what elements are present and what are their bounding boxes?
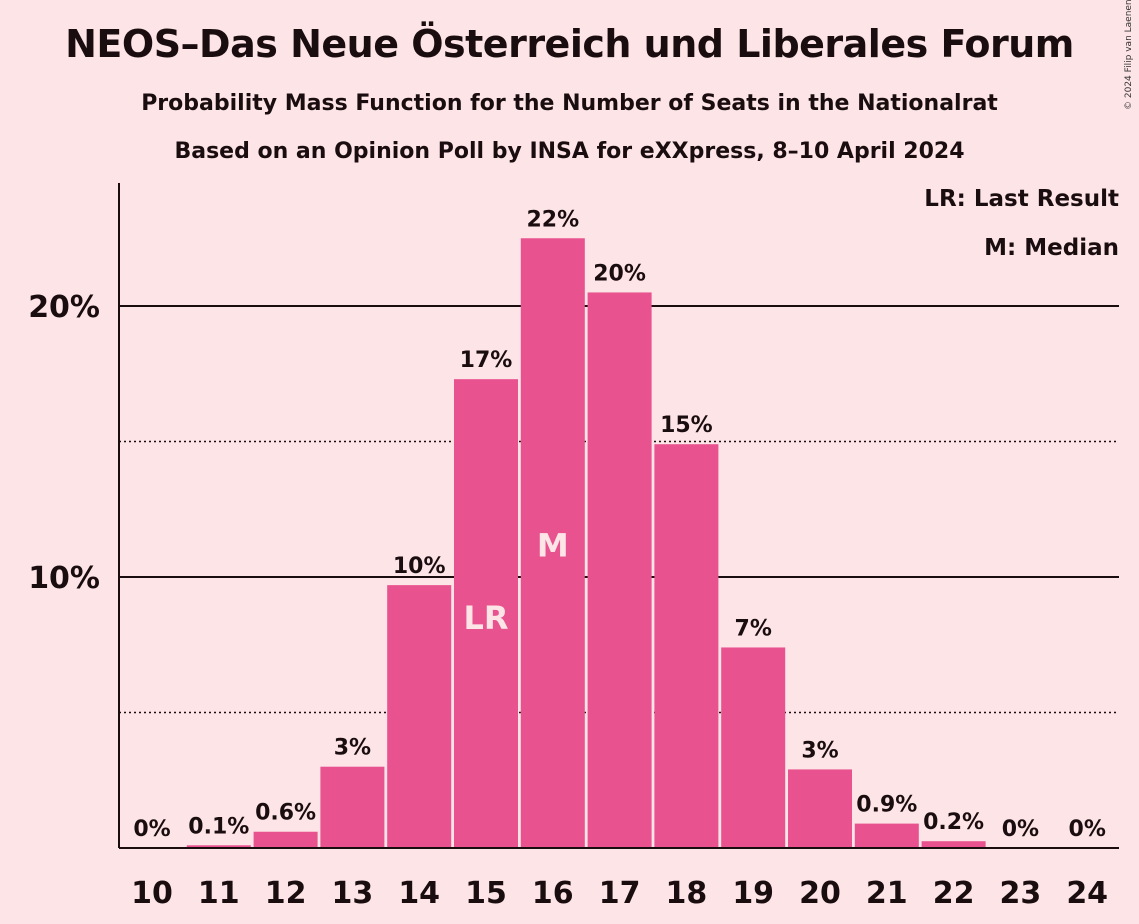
bar-value-label: 0.9% <box>856 793 917 818</box>
x-tick-label: 23 <box>1000 876 1042 911</box>
bar <box>721 647 786 848</box>
x-tick-label: 16 <box>532 876 574 911</box>
bar-value-label: 15% <box>660 413 713 438</box>
bar-value-label: 22% <box>526 207 579 232</box>
y-tick-label: 20% <box>28 290 100 325</box>
x-tick-label: 18 <box>666 876 708 911</box>
bar <box>788 769 852 848</box>
x-tick-label: 20 <box>799 876 841 911</box>
x-tick-label: 13 <box>332 876 374 911</box>
bar <box>186 845 251 848</box>
bar-value-label: 10% <box>393 554 446 579</box>
bar <box>387 585 452 848</box>
bar-marker-m: M <box>537 526 569 564</box>
bar-value-label: 20% <box>593 261 646 286</box>
bar <box>921 841 986 848</box>
x-tick-label: 10 <box>131 876 173 911</box>
bar-value-label: 0.6% <box>255 801 316 826</box>
bar <box>654 444 719 848</box>
bar-value-label: 0% <box>133 817 170 842</box>
bar-value-label: 0.2% <box>923 810 984 835</box>
bar <box>587 292 652 848</box>
bar <box>520 238 585 848</box>
bar-marker-lr: LR <box>463 599 508 637</box>
x-tick-label: 21 <box>866 876 908 911</box>
x-tick-label: 22 <box>933 876 975 911</box>
bar <box>854 823 919 848</box>
y-tick-label: 10% <box>28 561 100 596</box>
x-tick-label: 19 <box>732 876 774 911</box>
x-tick-label: 14 <box>398 876 440 911</box>
chart-title: NEOS–Das Neue Österreich und Liberales F… <box>65 22 1074 66</box>
bar-value-label: 7% <box>735 616 772 641</box>
x-tick-label: 17 <box>599 876 641 911</box>
x-tick-label: 11 <box>198 876 240 911</box>
bar <box>320 766 385 848</box>
legend-median: M: Median <box>984 235 1119 261</box>
bar-value-label: 0% <box>1069 817 1106 842</box>
bar <box>454 379 518 848</box>
x-tick-label: 15 <box>465 876 507 911</box>
bar <box>253 831 318 848</box>
bar-value-label: 0% <box>1002 817 1039 842</box>
x-tick-label: 24 <box>1066 876 1108 911</box>
chart-source: Based on an Opinion Poll by INSA for eXX… <box>174 139 965 164</box>
bar-value-label: 0.1% <box>188 814 249 839</box>
x-tick-label: 12 <box>265 876 307 911</box>
bar-value-label: 3% <box>334 736 371 761</box>
bar-value-label: 17% <box>460 348 513 373</box>
bar-value-label: 3% <box>801 738 838 763</box>
chart-subtitle: Probability Mass Function for the Number… <box>141 91 998 116</box>
legend-last-result: LR: Last Result <box>924 186 1119 212</box>
